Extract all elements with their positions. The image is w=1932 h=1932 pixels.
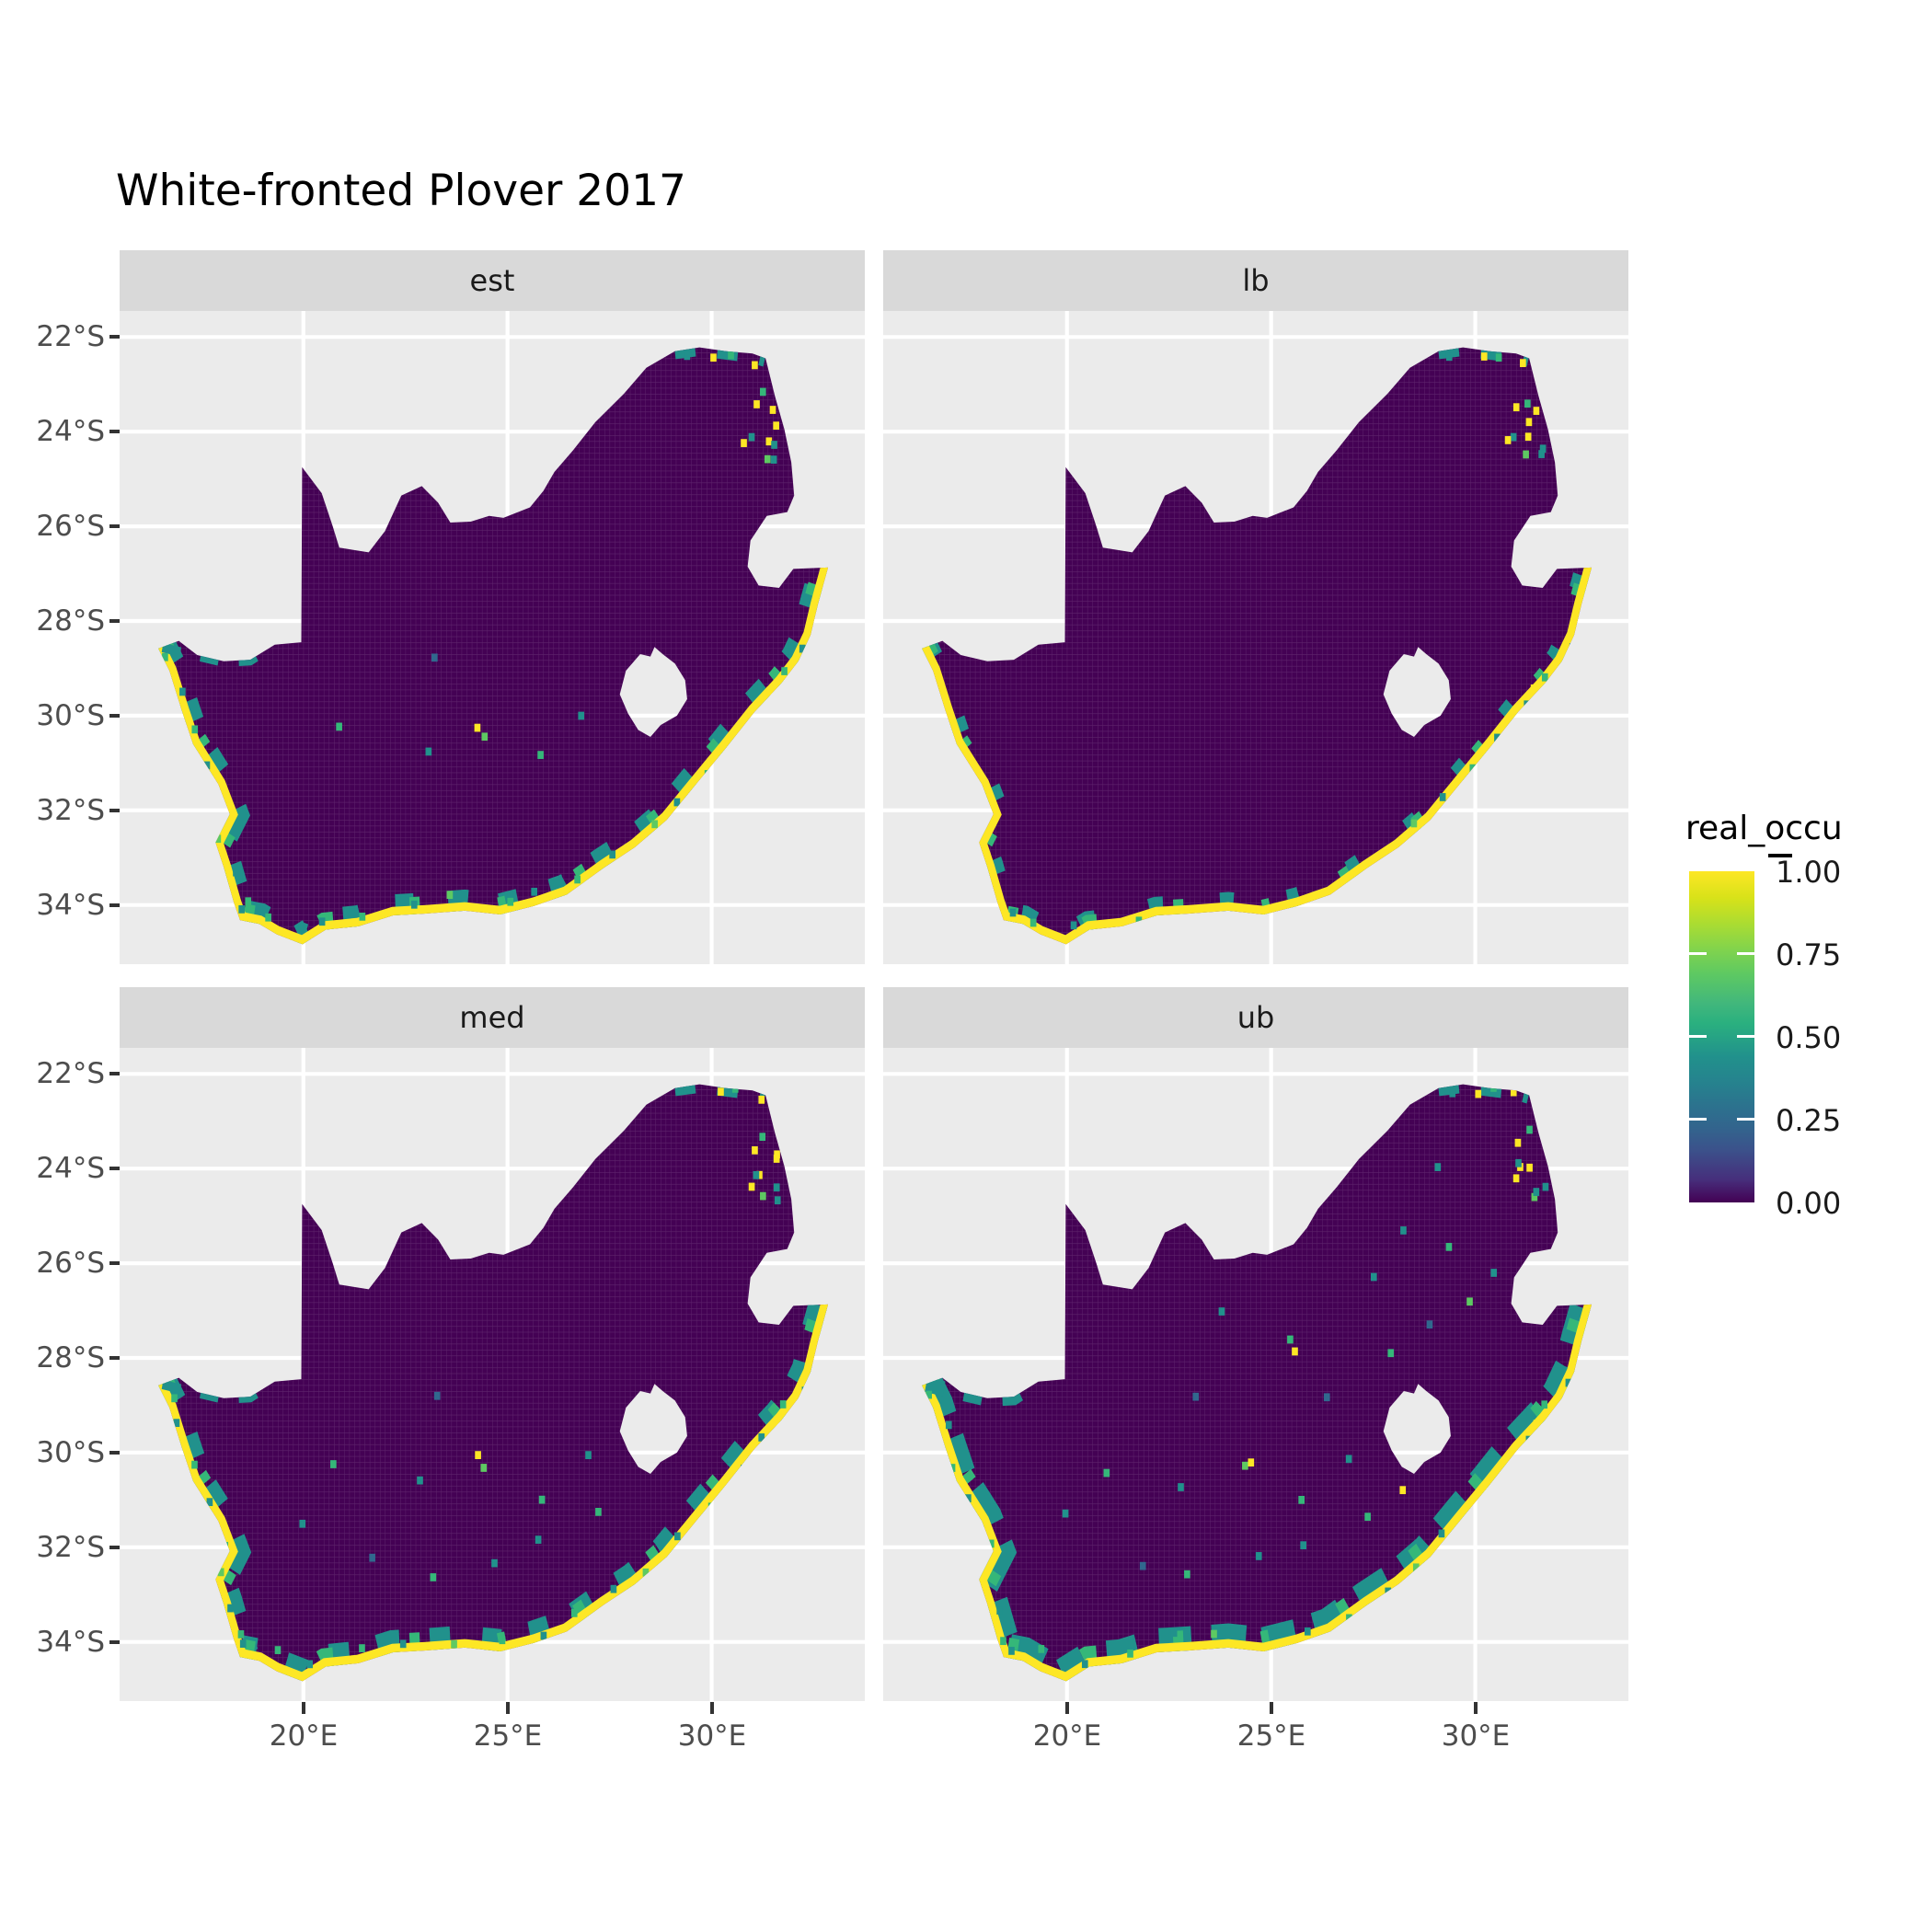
y-axis-label: 34°S xyxy=(36,1626,105,1659)
y-axis-label: 34°S xyxy=(36,889,105,922)
y-axis-tick xyxy=(109,903,120,907)
legend-tick-mark xyxy=(1737,1118,1754,1121)
y-axis-label: 28°S xyxy=(36,604,105,638)
legend-tick-label: 0.50 xyxy=(1776,1020,1842,1055)
facet-map-med xyxy=(120,1048,866,1701)
y-axis-tick xyxy=(109,1356,120,1360)
legend-tick-label: 0.00 xyxy=(1776,1186,1842,1221)
facet-panel-lb xyxy=(883,311,1628,964)
y-axis-tick xyxy=(109,430,120,433)
legend-tick-label: 0.25 xyxy=(1776,1103,1842,1138)
facet-panel-med xyxy=(120,1048,866,1701)
facet-strip-lb: lb xyxy=(883,250,1628,311)
y-axis-tick xyxy=(109,1640,120,1644)
x-axis-label: 25°E xyxy=(473,1719,543,1753)
y-axis-label: 32°S xyxy=(36,794,105,827)
facet-strip-label: lb xyxy=(1242,263,1270,298)
x-axis-label: 20°E xyxy=(1032,1719,1102,1753)
facet-map-est xyxy=(120,311,866,964)
x-axis-tick xyxy=(1065,1702,1069,1714)
y-axis-tick xyxy=(109,809,120,812)
legend-tick-mark xyxy=(1689,1035,1707,1038)
legend-tick-label: 1.00 xyxy=(1776,855,1842,890)
y-axis-tick xyxy=(109,714,120,718)
x-axis-tick xyxy=(1474,1702,1478,1714)
y-axis-tick xyxy=(109,1546,120,1549)
x-axis-tick xyxy=(710,1702,714,1714)
y-axis-tick xyxy=(109,1451,120,1455)
facet-panel-ub xyxy=(883,1048,1628,1701)
legend-tick-label: 0.75 xyxy=(1776,937,1842,972)
y-axis-label: 28°S xyxy=(36,1341,105,1374)
facet-strip-med: med xyxy=(120,987,865,1048)
legend-tick-mark xyxy=(1689,1118,1707,1121)
y-axis-tick xyxy=(109,335,120,339)
x-axis-label: 30°E xyxy=(677,1719,747,1753)
y-axis-tick xyxy=(109,524,120,528)
x-axis-tick xyxy=(1270,1702,1273,1714)
x-axis-label: 20°E xyxy=(269,1719,339,1753)
facet-strip-ub: ub xyxy=(883,987,1628,1048)
y-axis-label: 22°S xyxy=(36,320,105,353)
y-axis-label: 26°S xyxy=(36,1247,105,1280)
facet-strip-label: est xyxy=(469,263,515,298)
legend-tick-mark xyxy=(1737,1035,1754,1038)
x-axis-label: 30°E xyxy=(1441,1719,1511,1753)
legend-tick-mark xyxy=(1737,952,1754,955)
facet-strip-label: ub xyxy=(1236,1000,1275,1035)
legend-title: real_occu xyxy=(1685,810,1843,847)
facet-map-ub xyxy=(883,1048,1628,1701)
legend-tick-mark xyxy=(1689,952,1707,955)
facet-strip-est: est xyxy=(120,250,865,311)
y-axis-label: 24°S xyxy=(36,415,105,448)
facet-panel-est xyxy=(120,311,866,964)
y-axis-tick xyxy=(109,1261,120,1265)
facet-strip-label: med xyxy=(459,1000,525,1035)
y-axis-label: 24°S xyxy=(36,1152,105,1185)
y-axis-label: 30°S xyxy=(36,699,105,732)
x-axis-label: 25°E xyxy=(1236,1719,1306,1753)
y-axis-label: 22°S xyxy=(36,1057,105,1090)
x-axis-tick xyxy=(302,1702,305,1714)
y-axis-tick xyxy=(109,1167,120,1170)
y-axis-label: 26°S xyxy=(36,510,105,543)
plot-title: White-fronted Plover 2017 xyxy=(116,166,686,216)
y-axis-tick xyxy=(109,619,120,623)
legend-top-tick-mark xyxy=(1768,854,1792,857)
y-axis-label: 32°S xyxy=(36,1531,105,1564)
y-axis-label: 30°S xyxy=(36,1436,105,1469)
y-axis-tick xyxy=(109,1072,120,1075)
facet-map-lb xyxy=(883,311,1628,964)
x-axis-tick xyxy=(506,1702,510,1714)
